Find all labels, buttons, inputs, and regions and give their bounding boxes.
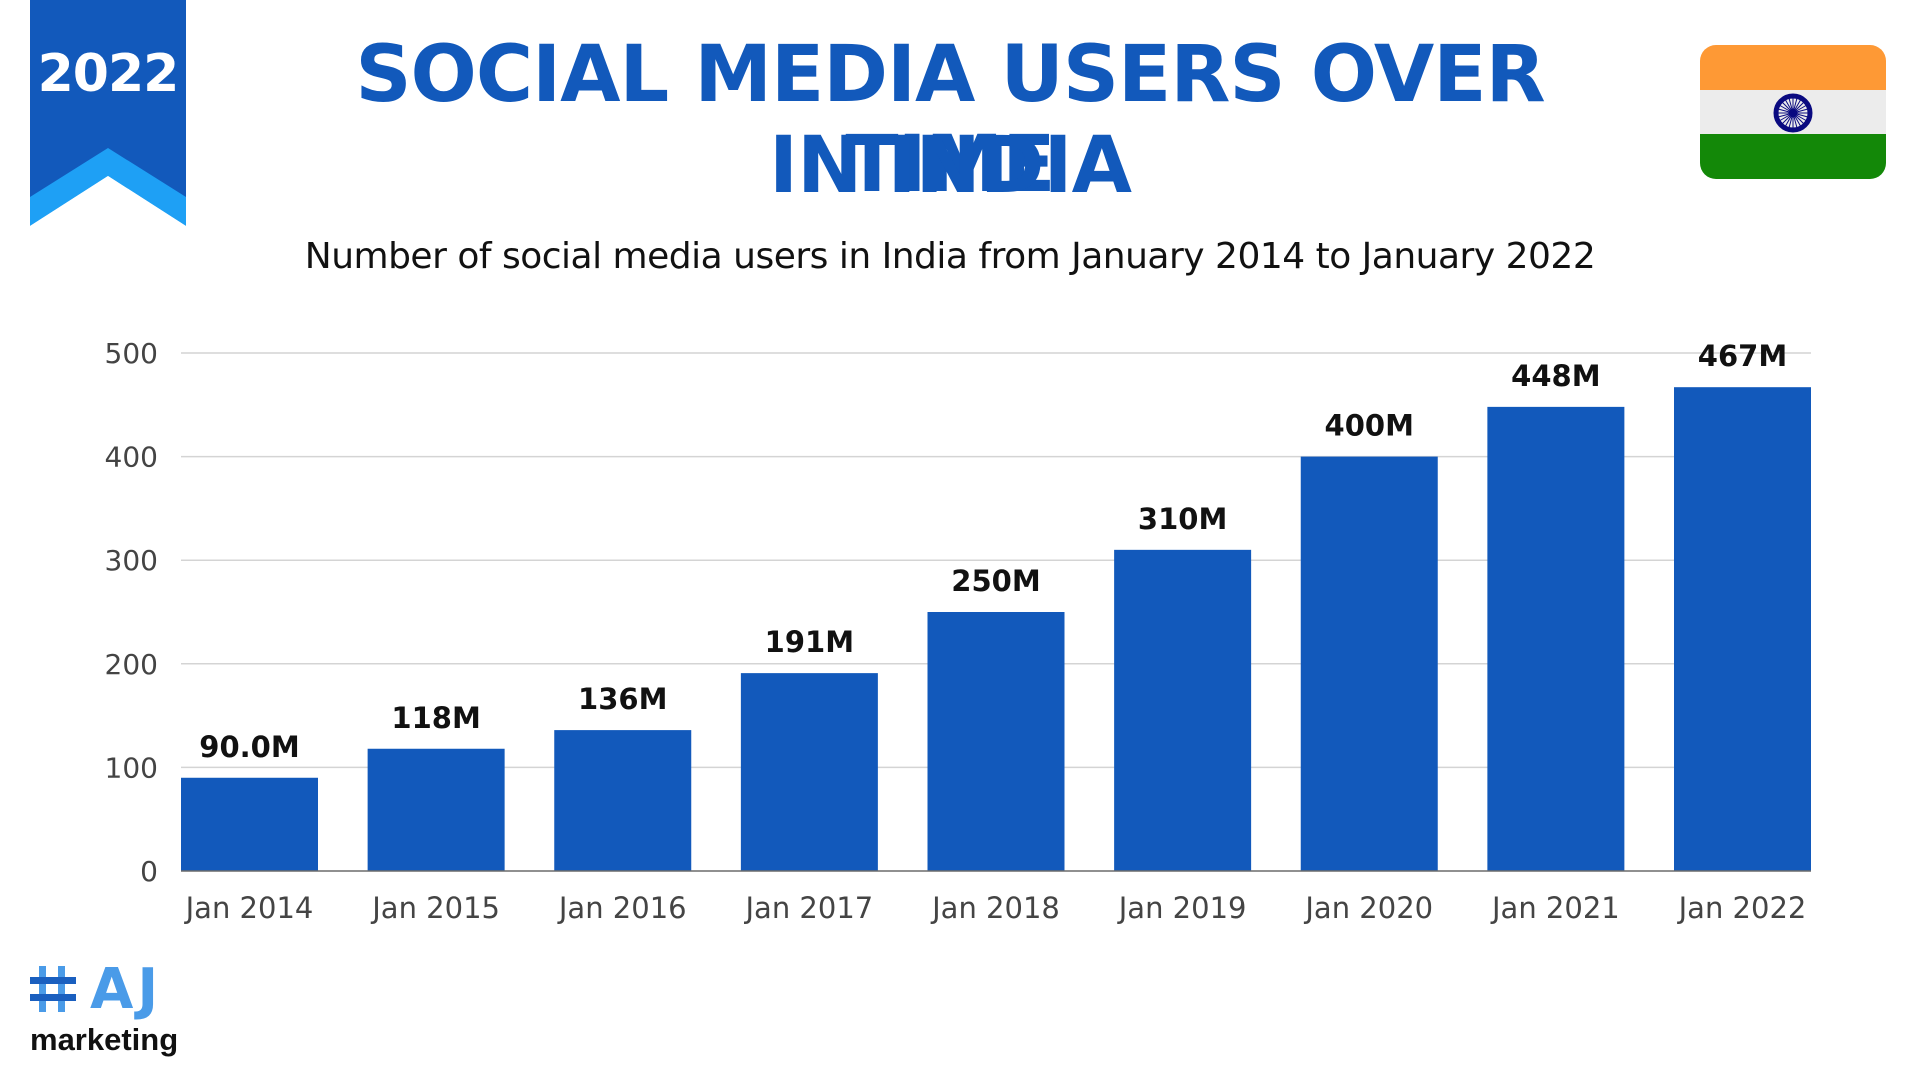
bar-data-label: 250M <box>951 564 1040 598</box>
bar-jan-2018 <box>927 612 1065 871</box>
logo-letters: AJ <box>90 957 163 1022</box>
y-axis-ticks: 0 100 200 300 400 500 <box>105 337 158 888</box>
year-ribbon-badge <box>30 0 186 226</box>
y-tick-label: 300 <box>105 544 158 577</box>
x-tick-label: Jan 2022 <box>1677 891 1807 925</box>
india-flag-icon <box>1700 45 1886 179</box>
y-tick-label: 100 <box>105 751 158 784</box>
page-title-line1: SOCIAL MEDIA USERS OVER TIME <box>355 30 1545 210</box>
y-tick-label: 0 <box>140 855 158 888</box>
bar-data-label: 467M <box>1698 339 1787 373</box>
bar-jan-2014 <box>181 777 318 871</box>
ribbon-notch <box>30 176 186 226</box>
bar-jan-2019 <box>1114 549 1252 871</box>
x-tick-label: Jan 2020 <box>1303 891 1433 925</box>
aj-marketing-logo: AJ marketing <box>28 958 228 1072</box>
bar-data-label: 191M <box>765 625 854 659</box>
bar-jan-2015 <box>367 748 505 871</box>
x-tick-label: Jan 2017 <box>744 891 874 925</box>
y-tick-label: 500 <box>105 337 158 370</box>
x-tick-label: Jan 2019 <box>1117 891 1247 925</box>
chart-subtitle: Number of social media users in India fr… <box>304 236 1596 277</box>
bar-jan-2021 <box>1487 406 1625 871</box>
bar-data-label: 118M <box>391 701 480 735</box>
x-tick-label: Jan 2014 <box>184 891 314 925</box>
x-tick-label: Jan 2016 <box>557 891 687 925</box>
y-tick-label: 200 <box>105 648 158 681</box>
bars <box>181 387 1811 871</box>
bar-jan-2020 <box>1300 456 1438 871</box>
ribbon-dark-body <box>30 0 186 197</box>
x-tick-label: Jan 2021 <box>1490 891 1620 925</box>
bar-data-label: 90.0M <box>199 730 299 764</box>
y-tick-label: 400 <box>105 441 158 474</box>
x-axis-ticks: Jan 2014 Jan 2015 Jan 2016 Jan 2017 Jan 2018… <box>184 891 1807 925</box>
bar-jan-2022 <box>1674 387 1811 871</box>
x-tick-label: Jan 2018 <box>930 891 1060 925</box>
flag-green-stripe <box>1700 134 1886 179</box>
bar-data-label: 136M <box>578 682 667 716</box>
bar-data-label: 448M <box>1511 359 1600 393</box>
flag-saffron-stripe <box>1700 45 1886 90</box>
bar-jan-2016 <box>554 730 692 871</box>
flag-white-stripe <box>1700 89 1886 135</box>
bar-jan-2017 <box>740 673 878 871</box>
ashoka-chakra-icon <box>1773 93 1813 133</box>
year-badge-text: 2022 <box>37 44 180 104</box>
bar-data-labels: 90.0M 118M 136M 191M 250M 310M 400M 448M 467M <box>199 339 1787 764</box>
bar-data-label: 400M <box>1325 409 1414 443</box>
x-tick-label: Jan 2015 <box>370 891 500 925</box>
logo-text: marketing <box>30 1022 179 1057</box>
bar-data-label: 310M <box>1138 502 1227 536</box>
page-title-line2: IN INDIA <box>769 121 1132 211</box>
hashtag-icon <box>30 966 76 1012</box>
